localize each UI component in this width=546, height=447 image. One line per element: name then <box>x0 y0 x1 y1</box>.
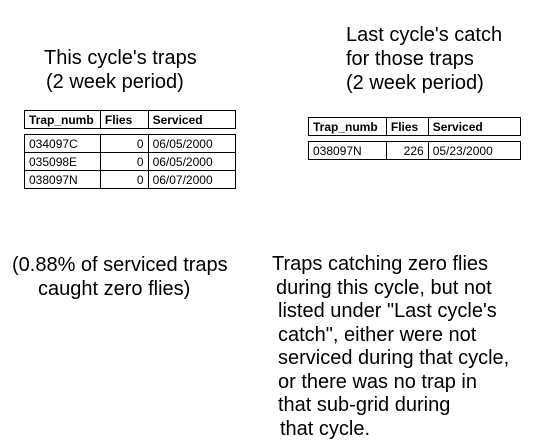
explanation-line7: that sub-grid during <box>278 394 451 416</box>
column-header-trap-number: Trap_numb <box>24 110 101 129</box>
table-header-row: Trap_numb Flies Serviced <box>308 117 522 136</box>
cell-flies: 0 <box>99 134 149 153</box>
column-header-serviced: Serviced <box>147 110 237 129</box>
explanation-line6: or there was no trap in <box>278 370 477 393</box>
this-cycle-table: Trap_numb Flies Serviced 034097C 0 06/05… <box>24 110 237 189</box>
table-row: 035098E 0 06/05/2000 <box>24 152 237 171</box>
this-cycle-title: This cycle's traps (2 week period) <box>44 46 197 94</box>
percentage-note-line2: caught zero flies) <box>38 278 191 300</box>
column-header-serviced: Serviced <box>427 117 522 136</box>
zero-flies-percentage-note: (0.88% of serviced traps caught zero fli… <box>12 253 228 301</box>
last-cycle-title-line2: for those traps <box>346 48 474 70</box>
cell-trap-number: 035098E <box>24 152 101 171</box>
cell-trap-number: 038097N <box>308 141 387 160</box>
column-header-trap-number: Trap_numb <box>308 117 387 136</box>
cell-flies: 0 <box>99 170 149 189</box>
last-cycle-title: Last cycle's catch for those traps (2 we… <box>346 23 502 95</box>
cell-serviced: 06/05/2000 <box>147 152 237 171</box>
table-row: 038097N 0 06/07/2000 <box>24 170 237 189</box>
column-header-flies: Flies <box>385 117 429 136</box>
cell-serviced: 05/23/2000 <box>427 141 522 160</box>
cell-trap-number: 038097N <box>24 170 101 189</box>
last-cycle-table: Trap_numb Flies Serviced 038097N 226 05/… <box>308 117 522 160</box>
last-cycle-title-line1: Last cycle's catch <box>346 24 503 46</box>
cell-serviced: 06/07/2000 <box>147 170 237 189</box>
explanation-line8: that cycle. <box>280 417 371 440</box>
this-cycle-title-line2: (2 week period) <box>46 71 184 93</box>
explanation-line3: listed under "Last cycle's <box>278 300 497 322</box>
explanation-line1: Traps catching zero flies <box>272 253 489 275</box>
last-cycle-title-line3: (2 week period) <box>346 72 484 94</box>
table-row: 038097N 226 05/23/2000 <box>308 141 522 160</box>
column-header-flies: Flies <box>99 110 149 129</box>
table-row: 034097C 0 06/05/2000 <box>24 134 237 153</box>
explanation-note: Traps catching zero flies during this cy… <box>272 253 509 441</box>
explanation-line5: serviced during that cycle, <box>278 347 510 369</box>
cell-serviced: 06/05/2000 <box>147 134 237 153</box>
this-cycle-title-line1: This cycle's traps <box>44 47 197 69</box>
cell-flies: 226 <box>385 141 429 160</box>
percentage-note-line1: (0.88% of serviced traps <box>12 254 228 276</box>
table-header-row: Trap_numb Flies Serviced <box>24 110 237 129</box>
cell-trap-number: 034097C <box>24 134 101 153</box>
explanation-line4: catch", either were not <box>278 323 477 346</box>
explanation-line2: during this cycle, but not <box>276 276 492 299</box>
cell-flies: 0 <box>99 152 149 171</box>
